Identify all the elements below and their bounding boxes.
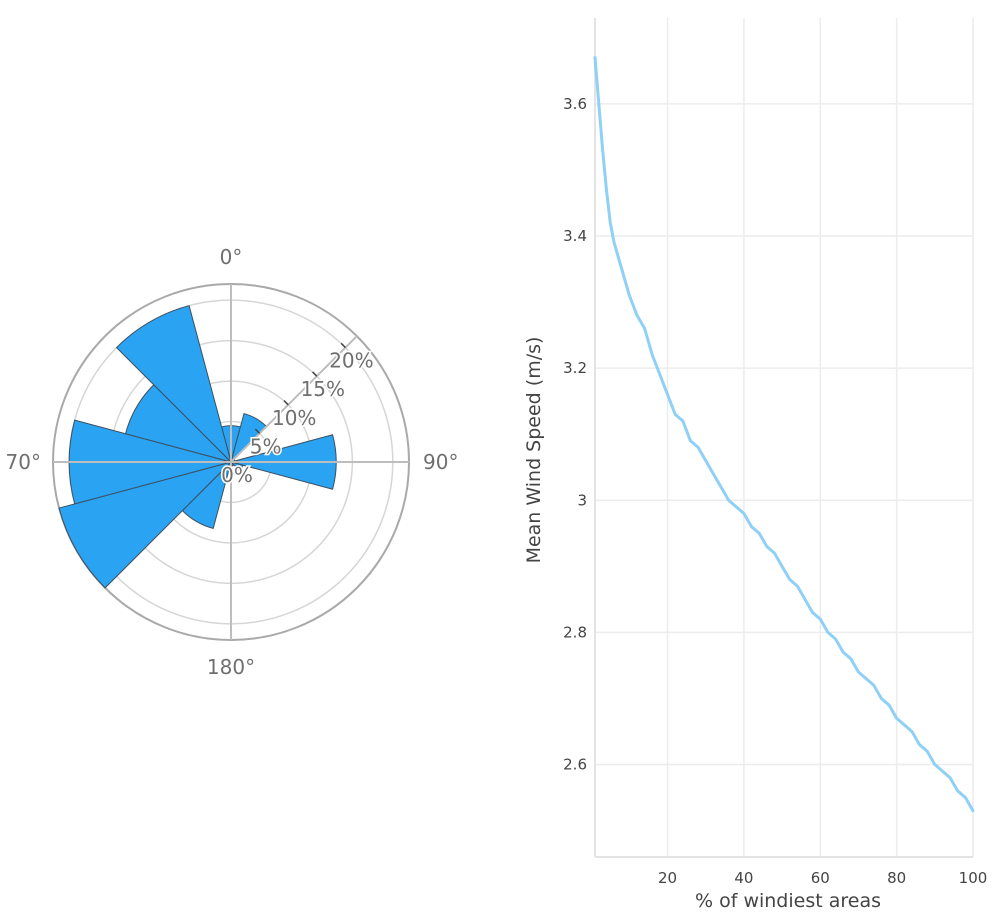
radial-tick-label: 10% <box>272 406 316 430</box>
y-tick-labels: 2.6 2.8 3 3.2 3.4 3.6 <box>563 95 587 774</box>
radial-tick-label: 0% <box>221 463 253 487</box>
angular-tick-label: 90° <box>423 450 458 474</box>
radial-tick-label: 5% <box>250 434 282 458</box>
y-tick-label: 3.6 <box>563 95 587 113</box>
radial-tick-mark <box>340 342 346 349</box>
angular-tick-label: 0° <box>220 245 243 269</box>
radial-axis-line <box>230 335 358 463</box>
radial-tick-mark <box>283 400 289 406</box>
series-line <box>593 56 975 813</box>
x-tick-label: 40 <box>734 869 753 887</box>
polar-axes <box>53 284 409 640</box>
x-tick-labels: 20 40 60 80 100 <box>658 869 987 887</box>
line-grid <box>595 18 974 857</box>
y-tick-label: 2.8 <box>563 623 587 641</box>
radial-tick-mark <box>254 428 261 434</box>
y-axis-title: Mean Wind Speed (m/s) <box>523 337 545 564</box>
y-tick-label: 3.4 <box>563 227 587 245</box>
x-axis-title: % of windiest areas <box>695 890 881 912</box>
wind-rose-bar <box>58 461 233 589</box>
y-tick-label: 3 <box>577 491 587 509</box>
x-tick-label: 80 <box>887 869 906 887</box>
radial-tick-label: 20% <box>329 349 373 373</box>
wind-rose-chart: 0° 90° 180° 70° 0% 5% 10% 15% 20% <box>6 245 459 679</box>
wind-rose-bar <box>229 461 244 472</box>
radial-tick-label: 15% <box>301 377 345 401</box>
radial-tick-labels: 0% 5% 10% 15% 20% <box>220 347 376 488</box>
x-tick-label: 20 <box>658 869 677 887</box>
line-axes <box>594 18 973 858</box>
x-tick-label: 60 <box>811 869 830 887</box>
y-tick-label: 2.6 <box>563 756 587 774</box>
angular-tick-label: 180° <box>207 655 255 679</box>
radial-tick-mark <box>312 371 318 377</box>
angular-tick-labels: 0° 90° 180° 70° <box>6 245 459 679</box>
wind-rose-bar <box>115 305 232 464</box>
y-tick-label: 3.2 <box>563 359 587 377</box>
angular-tick-label: 70° <box>6 450 41 474</box>
wind-speed-line-chart: 2.6 2.8 3 3.2 3.4 3.6 20 40 60 80 100 % of windie… <box>523 18 987 912</box>
x-tick-label: 100 <box>959 869 988 887</box>
polar-bars <box>58 305 337 589</box>
